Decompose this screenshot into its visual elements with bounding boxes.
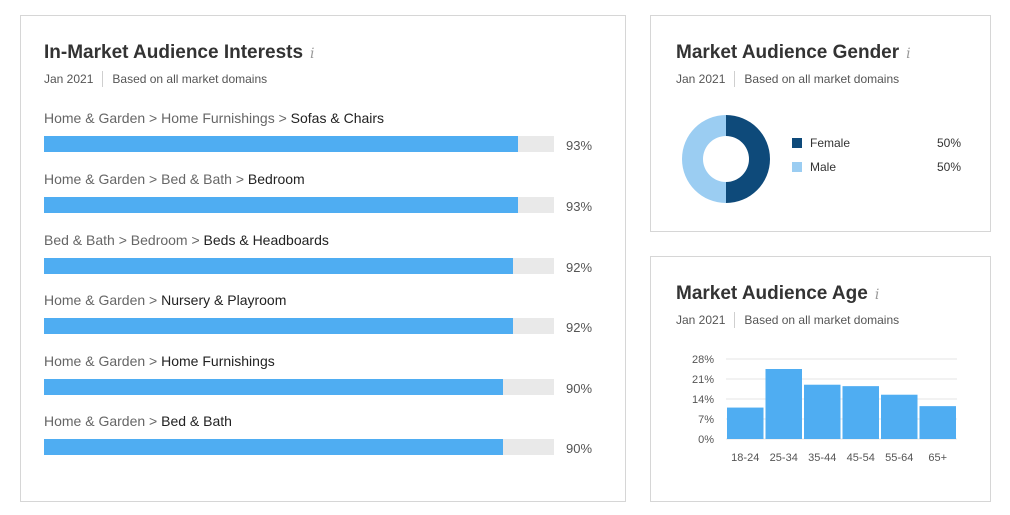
interest-leaf: Beds & Headboards: [203, 232, 329, 248]
interest-path: Home & Garden > Home Furnishings > Sofas…: [44, 110, 384, 126]
donut-slice-female: [726, 115, 770, 203]
bar-fill: [44, 258, 514, 274]
legend-swatch-female: [792, 138, 802, 148]
legend-label-female: Female: [810, 136, 851, 150]
bar-track: [44, 197, 554, 213]
interest-leaf: Sofas & Chairs: [290, 110, 385, 126]
interest-row: Bed & Bath > Bedroom > Beds & Headboards…: [44, 232, 604, 282]
bar-fill: [44, 379, 503, 395]
x-tick-label: 18-24: [731, 452, 759, 464]
interests-scope: Based on all market domains: [112, 72, 268, 86]
interests-title-text: In-Market Audience Interests: [44, 42, 304, 63]
gender-card: Market Audience Gender i Jan 2021 Based o…: [650, 15, 991, 232]
interest-row: Home & Garden > Home Furnishings > Sofas…: [44, 110, 604, 160]
bar-track: [44, 439, 554, 455]
bar-percent: 93%: [566, 199, 593, 214]
age-date: Jan 2021: [676, 313, 726, 327]
legend-value-male: 50%: [937, 160, 962, 174]
gender-date: Jan 2021: [676, 72, 726, 86]
bar-track: [44, 258, 554, 274]
info-icon[interactable]: i: [906, 46, 911, 62]
meta-divider: [734, 71, 736, 87]
legend-swatch-male: [792, 162, 802, 172]
interests-meta: Jan 2021 Based on all market domains: [44, 71, 267, 87]
interest-path: Home & Garden > Bed & Bath > Bedroom: [44, 171, 305, 187]
y-tick-label: 7%: [698, 414, 714, 426]
interest-path: Home & Garden > Home Furnishings: [44, 353, 275, 369]
interest-path: Home & Garden > Nursery & Playroom: [44, 292, 286, 308]
x-tick-label: 55-64: [885, 452, 913, 464]
gender-title-text: Market Audience Gender: [676, 42, 900, 63]
donut-slice-male: [682, 115, 726, 203]
age-card: Market Audience Age i Jan 2021 Based on a…: [650, 256, 991, 502]
interests-date: Jan 2021: [44, 72, 94, 86]
interest-leaf: Home Furnishings: [161, 353, 275, 369]
interest-path-parents: Home & Garden >: [44, 413, 162, 429]
interests-title: In-Market Audience Interests i: [44, 42, 315, 64]
interest-row: Home & Garden > Bed & Bath 90%: [44, 413, 604, 463]
bar-percent: 92%: [566, 260, 593, 275]
interest-path: Home & Garden > Bed & Bath: [44, 413, 232, 429]
x-tick-label: 45-54: [847, 452, 875, 464]
age-bar: [881, 394, 918, 439]
info-icon[interactable]: i: [310, 46, 315, 62]
bar-percent: 93%: [566, 138, 593, 153]
interest-leaf: Bedroom: [247, 171, 305, 187]
x-tick-label: 65+: [928, 452, 947, 464]
interest-path-parents: Home & Garden > Bed & Bath >: [44, 171, 248, 187]
y-tick-label: 14%: [692, 394, 714, 406]
age-bar-chart: 28% 21% 14% 7% 0% 18-24 25-34 35-44 45-54 55-64 65…: [692, 354, 957, 464]
meta-divider: [734, 312, 736, 328]
interest-path: Bed & Bath > Bedroom > Beds & Headboards: [44, 232, 329, 248]
interest-path-parents: Home & Garden > Home Furnishings >: [44, 110, 291, 126]
bar-track: [44, 379, 554, 395]
age-meta: Jan 2021 Based on all market domains: [676, 312, 899, 328]
bar-fill: [44, 136, 519, 152]
bar-fill: [44, 439, 503, 455]
interest-path-parents: Home & Garden >: [44, 353, 162, 369]
age-bar: [804, 384, 841, 439]
age-title: Market Audience Age i: [676, 283, 879, 305]
bar-track: [44, 318, 554, 334]
interest-path-parents: Home & Garden >: [44, 292, 162, 308]
gender-donut-chart: [682, 115, 770, 203]
gender-scope: Based on all market domains: [744, 72, 900, 86]
interests-card: In-Market Audience Interests i Jan 2021 B…: [20, 15, 626, 502]
x-tick-label: 35-44: [808, 452, 836, 464]
bar-fill: [44, 318, 514, 334]
interest-row: Home & Garden > Nursery & Playroom 92%: [44, 292, 604, 342]
gender-meta: Jan 2021 Based on all market domains: [676, 71, 899, 87]
interest-row: Home & Garden > Home Furnishings 90%: [44, 353, 604, 403]
legend-value-female: 50%: [937, 136, 962, 150]
gender-title: Market Audience Gender i: [676, 42, 911, 64]
bar-percent: 90%: [566, 381, 593, 396]
age-bar: [842, 386, 879, 439]
y-tick-label: 0%: [698, 434, 714, 446]
info-icon[interactable]: i: [874, 287, 880, 303]
x-tick-label: 25-34: [770, 452, 798, 464]
age-bar: [919, 406, 956, 439]
age-bar: [727, 407, 764, 439]
bar-percent: 90%: [566, 441, 593, 456]
legend-label-male: Male: [810, 160, 837, 174]
bar-fill: [44, 197, 519, 213]
interest-row: Home & Garden > Bed & Bath > Bedroom 93%: [44, 171, 604, 221]
age-scope: Based on all market domains: [744, 313, 900, 327]
interest-path-parents: Bed & Bath > Bedroom >: [44, 232, 204, 248]
bar-track: [44, 136, 554, 152]
meta-divider: [102, 71, 104, 87]
interest-leaf: Bed & Bath: [161, 413, 232, 429]
bar-percent: 92%: [566, 320, 593, 335]
y-tick-label: 21%: [692, 374, 714, 386]
y-tick-label: 28%: [692, 354, 714, 366]
age-bar: [765, 369, 802, 439]
interest-leaf: Nursery & Playroom: [161, 292, 287, 308]
age-title-text: Market Audience Age: [676, 283, 868, 304]
